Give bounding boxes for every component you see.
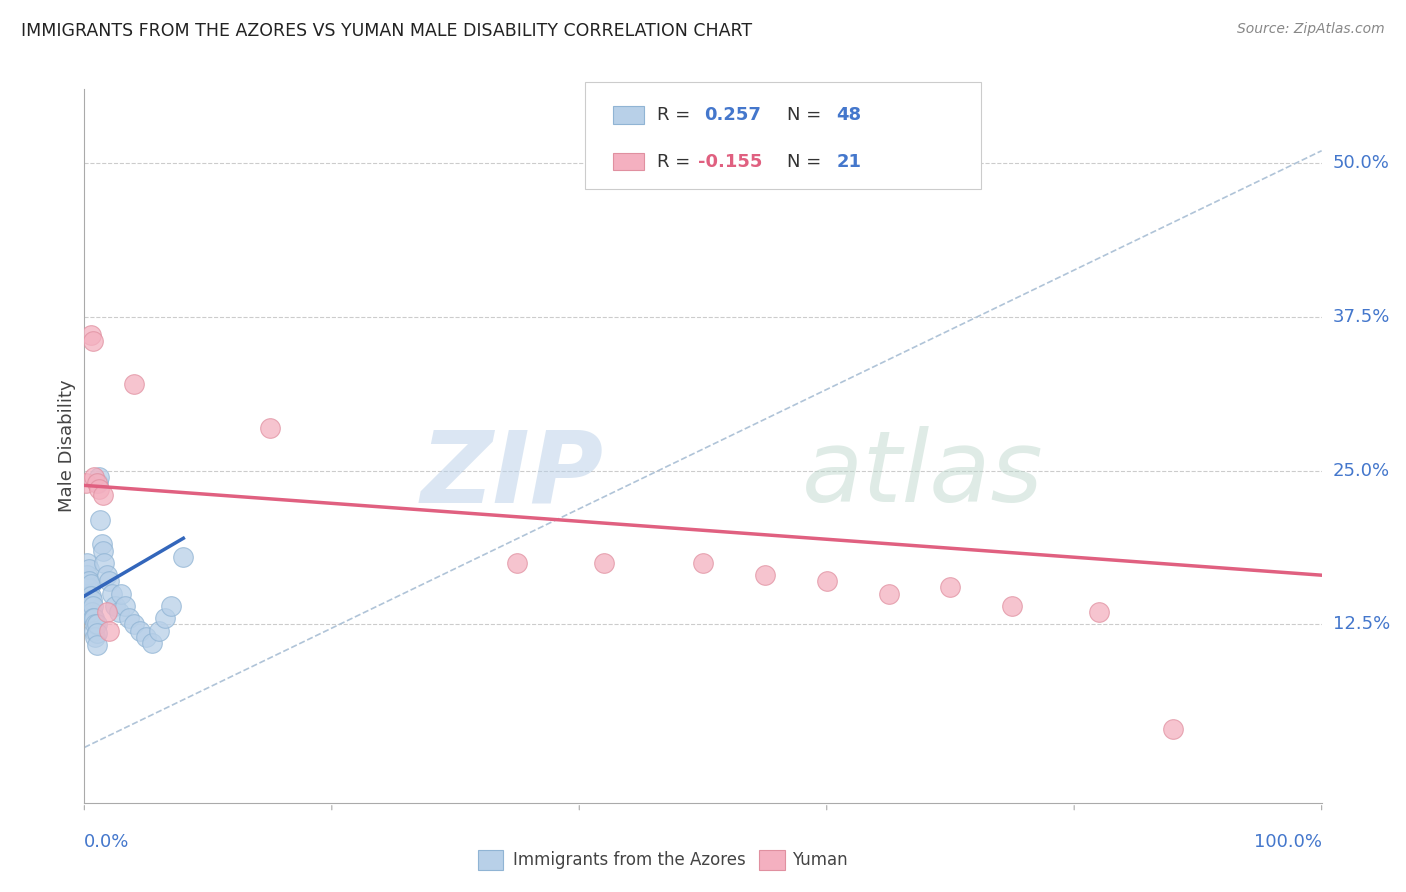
Point (122, 617, 145, 632)
Point (939, 581, 962, 595)
Point (75, 581, 97, 595)
Y-axis label: Male Disability: Male Disability (58, 380, 76, 512)
Bar (613, 106, 644, 124)
Point (79, 599, 101, 613)
Point (135, 630, 157, 644)
Point (79, 562, 101, 576)
Point (86, 626, 108, 640)
Point (86, 475, 108, 490)
Point (108, 605, 131, 619)
Point (114, 599, 136, 613)
Point (89, 513, 111, 527)
Point (79, 589, 101, 603)
Point (148, 624, 170, 638)
Text: N =: N = (787, 106, 827, 124)
Point (77, 592, 100, 607)
Point (75, 592, 97, 607)
Text: ZIP: ZIP (420, 426, 605, 523)
Point (1001, 599, 1024, 613)
Point (79, 589, 101, 603)
Point (80, 605, 103, 619)
Point (692, 556, 714, 570)
Point (98, 624, 121, 638)
Point (1161, 722, 1184, 736)
Text: 0.257: 0.257 (704, 106, 761, 124)
Text: 50.0%: 50.0% (1333, 154, 1389, 172)
Point (75, 475, 97, 490)
Point (93, 556, 115, 570)
Point (96, 568, 118, 582)
Point (76, 568, 98, 582)
Text: 0.0%: 0.0% (84, 833, 129, 851)
Point (104, 599, 127, 613)
Text: N =: N = (787, 153, 827, 170)
Point (129, 624, 152, 638)
Point (86, 617, 108, 632)
Point (98, 574, 121, 589)
Point (100, 587, 122, 601)
Text: R =: R = (657, 106, 696, 124)
Point (77, 605, 100, 619)
Point (877, 587, 900, 601)
Point (76, 587, 98, 601)
Point (754, 568, 776, 582)
Text: 12.5%: 12.5% (1333, 615, 1391, 633)
Text: R =: R = (657, 153, 696, 170)
Point (91, 543, 114, 558)
Point (91, 488, 114, 502)
Point (259, 420, 281, 434)
Point (76, 556, 98, 570)
Point (83, 469, 105, 483)
Text: -0.155: -0.155 (697, 153, 762, 170)
Point (593, 556, 616, 570)
Text: IMMIGRANTS FROM THE AZORES VS YUMAN MALE DISABILITY CORRELATION CHART: IMMIGRANTS FROM THE AZORES VS YUMAN MALE… (21, 22, 752, 40)
Point (86, 638, 108, 652)
Text: Source: ZipAtlas.com: Source: ZipAtlas.com (1237, 22, 1385, 37)
Text: Immigrants from the Azores: Immigrants from the Azores (513, 851, 747, 869)
Point (84, 630, 107, 644)
Text: Yuman: Yuman (792, 851, 848, 869)
Point (79, 576, 101, 591)
Text: 37.5%: 37.5% (1333, 308, 1391, 326)
Text: 100.0%: 100.0% (1254, 833, 1322, 851)
Point (1088, 605, 1111, 619)
Point (87, 475, 110, 490)
Point (122, 377, 145, 392)
Point (83, 624, 105, 638)
Point (110, 587, 132, 601)
Point (79, 328, 101, 343)
Point (506, 556, 529, 570)
FancyBboxPatch shape (585, 82, 981, 189)
Point (77, 574, 100, 589)
Point (82, 611, 104, 625)
Text: 48: 48 (837, 106, 862, 124)
Point (80, 592, 103, 607)
Bar (613, 153, 644, 170)
Point (89, 482, 111, 496)
Point (82, 334, 104, 349)
Text: 21: 21 (837, 153, 862, 170)
Point (83, 611, 105, 625)
Point (89, 469, 111, 483)
Point (141, 636, 163, 650)
Text: atlas: atlas (801, 426, 1043, 523)
Point (160, 599, 183, 613)
Point (84, 617, 107, 632)
Point (77, 581, 100, 595)
Point (79, 574, 101, 589)
Point (96, 605, 118, 619)
Point (82, 599, 104, 613)
Point (118, 611, 141, 625)
Point (153, 611, 176, 625)
Text: 25.0%: 25.0% (1333, 461, 1391, 480)
Point (90, 537, 112, 551)
Point (815, 574, 838, 589)
Point (172, 549, 194, 564)
